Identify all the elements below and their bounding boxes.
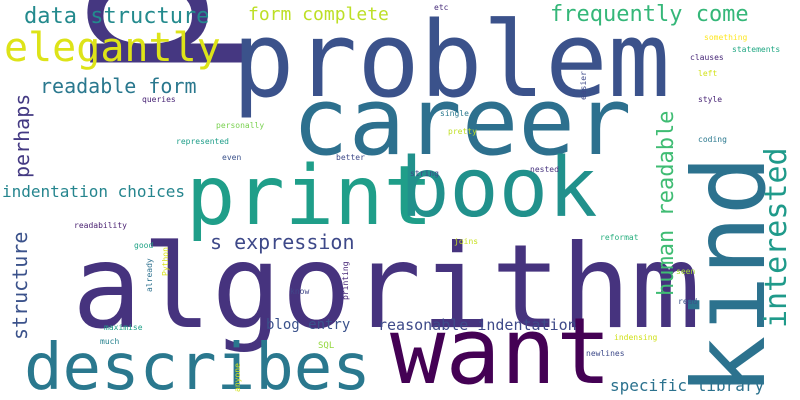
cloud-word: coding	[698, 135, 727, 144]
cloud-word: data structure	[24, 4, 210, 29]
cloud-word: know	[290, 287, 310, 296]
cloud-word: career	[292, 68, 632, 177]
cloud-word: left	[698, 69, 718, 78]
cloud-word: etc	[434, 3, 449, 12]
cloud-word: style	[698, 95, 723, 104]
cloud-word: anyone	[233, 363, 242, 392]
cloud-word: frequently come	[550, 2, 749, 27]
cloud-word: seen	[676, 267, 696, 276]
cloud-word: form complete	[248, 4, 389, 25]
cloud-word: good	[134, 241, 154, 250]
cloud-word: problem	[232, 0, 671, 121]
cloud-word: readability	[74, 221, 127, 230]
cloud-word: easier	[579, 71, 588, 100]
cloud-word: string	[410, 169, 439, 178]
cloud-word: nested	[530, 165, 559, 174]
cloud-word: book	[400, 141, 598, 236]
cloud-word: indensing	[614, 333, 658, 342]
cloud-word: read	[678, 297, 698, 306]
cloud-word: Python	[161, 247, 170, 276]
cloud-word: newlines	[586, 349, 625, 358]
cloud-word: algorithm	[72, 220, 701, 355]
cloud-word: s expression	[210, 230, 355, 254]
cloud-word: describes	[24, 331, 371, 400]
cloud-word: blog entry	[266, 317, 351, 333]
cloud-word: already	[145, 258, 154, 292]
cloud-word: joins	[454, 237, 479, 246]
cloud-word: reasonable indentation	[378, 316, 577, 334]
cloud-word: much	[100, 337, 120, 346]
cloud-word: readable form	[40, 74, 197, 98]
cloud-word: clauses	[690, 53, 724, 62]
cloud-word: better	[336, 153, 365, 162]
cloud-word: structure	[8, 231, 32, 340]
cloud-word: represented	[176, 137, 229, 146]
cloud-word: elegantly	[4, 25, 221, 71]
cloud-word: personally	[216, 121, 265, 130]
cloud-word: maximise	[104, 323, 143, 332]
cloud-word: single	[440, 109, 469, 118]
cloud-word: queries	[142, 95, 176, 104]
cloud-word: print	[186, 149, 433, 244]
cloud-word: interested	[759, 147, 794, 328]
cloud-word: human readable	[654, 110, 679, 296]
cloud-word: perhaps	[10, 93, 34, 178]
cloud-word: indentation choices	[2, 182, 186, 201]
cloud-word: specific library	[610, 376, 765, 395]
cloud-word: statements	[732, 45, 781, 54]
cloud-word: even	[222, 153, 242, 162]
cloud-word: pretty	[448, 127, 477, 136]
cloud-word: something	[704, 33, 748, 42]
cloud-word: printing	[341, 261, 350, 300]
cloud-word: reformat	[600, 233, 639, 242]
cloud-word: want	[390, 298, 612, 400]
cloud-word: SQL	[318, 341, 335, 351]
